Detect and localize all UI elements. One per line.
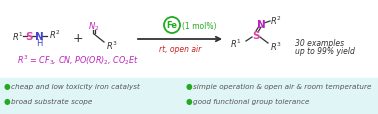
Text: $R^{3}$ = CF$_{3}$, CN, PO(OR)$_{2}$, CO$_{2}$Et: $R^{3}$ = CF$_{3}$, CN, PO(OR)$_{2}$, CO… xyxy=(17,53,139,66)
Bar xyxy=(0,78,378,114)
Text: N: N xyxy=(257,20,265,30)
Text: H: H xyxy=(36,39,42,48)
Text: $R^{2}$: $R^{2}$ xyxy=(270,15,282,27)
Text: good functional group tolerance: good functional group tolerance xyxy=(193,98,310,104)
Text: ●: ● xyxy=(4,97,11,106)
Text: $N_{2}$: $N_{2}$ xyxy=(88,21,100,33)
Text: $R^{3}$: $R^{3}$ xyxy=(106,39,118,52)
Text: N: N xyxy=(35,32,43,42)
Text: $R^{3}$: $R^{3}$ xyxy=(270,40,282,53)
Text: ●: ● xyxy=(186,82,193,91)
Text: 30 examples: 30 examples xyxy=(295,38,344,47)
Text: (1 mol%): (1 mol%) xyxy=(182,21,217,30)
Text: Fe: Fe xyxy=(166,21,178,30)
Text: ●: ● xyxy=(4,82,11,91)
Text: S: S xyxy=(252,31,260,41)
Text: broad substrate scope: broad substrate scope xyxy=(11,98,92,104)
Text: up to 99% yield: up to 99% yield xyxy=(295,47,355,56)
Text: cheap and low toxicity iron catalyst: cheap and low toxicity iron catalyst xyxy=(11,83,140,89)
Text: simple operation & open air & room temperature: simple operation & open air & room tempe… xyxy=(193,83,372,89)
Text: $R^{1}$: $R^{1}$ xyxy=(230,38,242,50)
Text: +: + xyxy=(73,31,83,44)
Text: S: S xyxy=(25,32,33,42)
Text: ●: ● xyxy=(186,97,193,106)
Text: $R^{2}$: $R^{2}$ xyxy=(49,28,60,41)
Text: $R^{1}$: $R^{1}$ xyxy=(12,31,24,43)
Text: rt, open air: rt, open air xyxy=(159,45,201,54)
Bar xyxy=(0,0,378,79)
